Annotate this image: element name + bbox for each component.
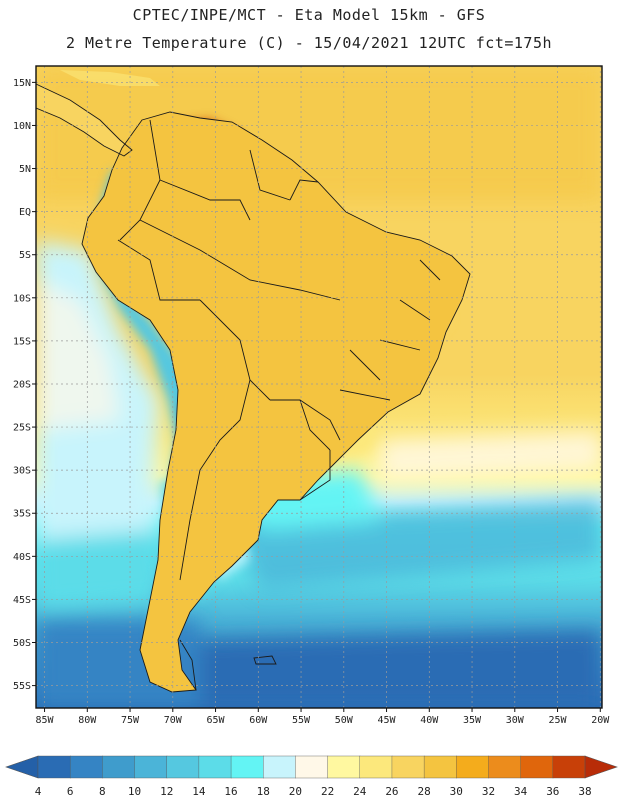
colorbar-label: 8: [99, 785, 106, 798]
lat-tick-label: EQ: [19, 207, 31, 218]
pacific-cool-zone-south: [36, 430, 160, 560]
colorbar-label: 38: [578, 785, 591, 798]
colorbar-label: 12: [160, 785, 173, 798]
colorbar: 4 6 8 10 12 14 16 18 20 22 24 26 28 30 32 34 36 38: [5, 755, 618, 798]
caribbean-islands: [60, 70, 160, 86]
southern-ocean-zone: [200, 630, 602, 708]
longitude-axis: 85W 80W 75W 70W 65W 60W 55W 50W 45W 40W 35W 30W 25W 2…: [36, 708, 610, 726]
lon-tick-label: 35W: [463, 715, 482, 726]
colorbar-swatch: [488, 755, 522, 779]
colorbar-swatch: [69, 755, 103, 779]
lon-tick-label: 30W: [506, 715, 525, 726]
colorbar-label: 18: [257, 785, 270, 798]
lon-tick-label: 40W: [420, 715, 439, 726]
colorbar-label: 34: [514, 785, 528, 798]
graticule: [36, 66, 602, 708]
lat-tick-label: 10N: [13, 121, 31, 132]
colorbar-label: 30: [450, 785, 463, 798]
colorbar-swatch: [327, 755, 361, 779]
colorbar-swatch: [37, 755, 71, 779]
colorbar-swatch: [359, 755, 393, 779]
lon-tick-label: 25W: [549, 715, 568, 726]
colorbar-label: 36: [546, 785, 559, 798]
lon-tick-label: 85W: [36, 715, 55, 726]
colorbar-swatch: [166, 755, 200, 779]
lat-tick-label: 5N: [19, 164, 31, 175]
map-frame: [35, 65, 603, 709]
lat-tick-label: 45S: [13, 595, 31, 606]
colorbar-over-arrow: [584, 755, 618, 779]
colorbar-swatch: [423, 755, 457, 779]
colorbar-swatch: [520, 755, 554, 779]
map-subtitle: 2 Metre Temperature (C) - 15/04/2021 12U…: [65, 34, 553, 52]
temperature-field: [36, 66, 602, 708]
lat-tick-label: 55S: [13, 681, 31, 692]
lon-tick-label: 65W: [207, 715, 226, 726]
colorbar-swatch: [102, 755, 136, 779]
lat-tick-label: 5S: [19, 250, 31, 261]
lat-tick-label: 30S: [13, 466, 31, 477]
pacific-cold-zone: [36, 530, 170, 610]
latitude-axis: 15N 10N 5N EQ 5S 10S 15S 20S 25S 30S 35S 40S 45S 50S 5…: [13, 78, 36, 692]
lon-tick-label: 70W: [164, 715, 183, 726]
lat-tick-label: 35S: [13, 509, 31, 520]
lon-tick-label: 50W: [335, 715, 354, 726]
colorbar-swatch: [295, 755, 329, 779]
colorbar-label: 10: [128, 785, 141, 798]
lat-tick-label: 15S: [13, 336, 31, 347]
lon-tick-label: 55W: [292, 715, 311, 726]
colorbar-label: 14: [192, 785, 206, 798]
colorbar-swatch: [134, 755, 168, 779]
colorbar-swatch: [552, 755, 586, 779]
lon-tick-label: 45W: [378, 715, 397, 726]
lat-tick-label: 40S: [13, 552, 31, 563]
lat-tick-label: 50S: [13, 638, 31, 649]
colorbar-label: 4: [35, 785, 42, 798]
lat-tick-label: 25S: [13, 423, 31, 434]
colorbar-label: 26: [385, 785, 398, 798]
colorbar-label: 22: [321, 785, 334, 798]
subtropical-atlantic-zone: [380, 430, 602, 480]
lon-tick-label: 80W: [78, 715, 97, 726]
lat-tick-label: 20S: [13, 379, 31, 390]
colorbar-label: 28: [417, 785, 430, 798]
central-america-landmass: [36, 84, 132, 156]
colorbar-swatch: [230, 755, 264, 779]
colorbar-label: 6: [67, 785, 74, 798]
lon-tick-label: 20W: [591, 715, 610, 726]
lon-tick-label: 60W: [249, 715, 268, 726]
colorbar-swatch: [198, 755, 232, 779]
lat-tick-label: 15N: [13, 78, 31, 89]
colorbar-label: 20: [289, 785, 302, 798]
pacific-mild-zone: [36, 280, 120, 430]
lon-tick-label: 75W: [121, 715, 140, 726]
colorbar-label: 32: [482, 785, 495, 798]
colorbar-swatch: [263, 755, 297, 779]
colorbar-label: 24: [353, 785, 367, 798]
lat-tick-label: 10S: [13, 293, 31, 304]
colorbar-under-arrow: [5, 755, 39, 779]
country-borders: [36, 83, 471, 693]
colorbar-swatch: [456, 755, 490, 779]
map-title: CPTEC/INPE/MCT - Eta Model 15km - GFS: [132, 6, 486, 24]
colorbar-label: 16: [224, 785, 237, 798]
colorbar-swatch: [391, 755, 425, 779]
